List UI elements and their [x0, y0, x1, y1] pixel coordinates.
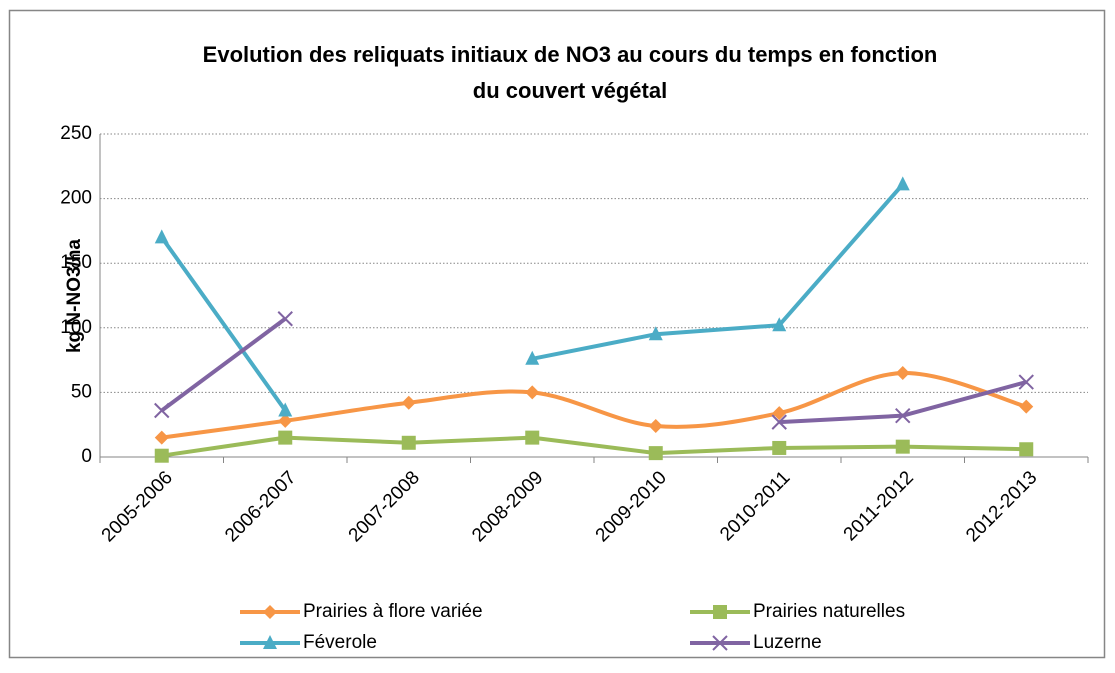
chart-border: [8, 9, 1106, 659]
marker: [648, 326, 663, 341]
marker: [772, 440, 787, 455]
marker: [278, 413, 293, 428]
legend-marker: [712, 635, 728, 651]
marker: [525, 430, 540, 445]
marker: [401, 435, 416, 450]
legend-marker: [263, 635, 277, 649]
marker: [1019, 399, 1034, 414]
marker: [154, 402, 170, 419]
marker: [525, 385, 540, 400]
legend-label: Prairies naturelles: [753, 601, 905, 622]
legend-marker: [263, 605, 277, 619]
marker: [525, 350, 540, 365]
series-line: [161, 435, 1027, 458]
marker: [772, 406, 787, 421]
marker: [771, 414, 787, 430]
chart-title: du couvert végétal: [473, 78, 667, 103]
marker: [1018, 374, 1034, 390]
marker: [154, 448, 169, 463]
y-tick-label: 250: [60, 123, 92, 144]
marker: [895, 366, 910, 381]
y-tick-label: 0: [81, 446, 92, 467]
marker: [277, 311, 293, 327]
marker: [401, 395, 416, 410]
y-tick-label: 150: [60, 252, 92, 273]
marker: [648, 418, 663, 433]
marker: [648, 446, 663, 461]
marker: [278, 402, 293, 417]
marker: [772, 317, 787, 332]
marker: [1019, 442, 1034, 457]
legend-label: Féverole: [303, 632, 377, 653]
series-line: [161, 371, 1027, 440]
series-line: [160, 183, 905, 412]
y-tick-label: 50: [71, 381, 92, 402]
marker: [154, 430, 169, 445]
marker: [895, 176, 910, 191]
legend-label: Prairies à flore variée: [303, 601, 483, 622]
chart-title: Evolution des reliquats initiaux de NO3 …: [203, 42, 938, 67]
marker: [154, 229, 169, 244]
y-axis-label: kg N-NO3/ha: [64, 239, 85, 353]
y-tick-label: 100: [60, 317, 92, 338]
marker: [895, 407, 911, 424]
marker: [278, 430, 293, 445]
marker: [895, 439, 910, 454]
legend-label: Luzerne: [753, 632, 822, 653]
legend-marker: [713, 605, 727, 619]
y-tick-label: 200: [60, 188, 92, 209]
